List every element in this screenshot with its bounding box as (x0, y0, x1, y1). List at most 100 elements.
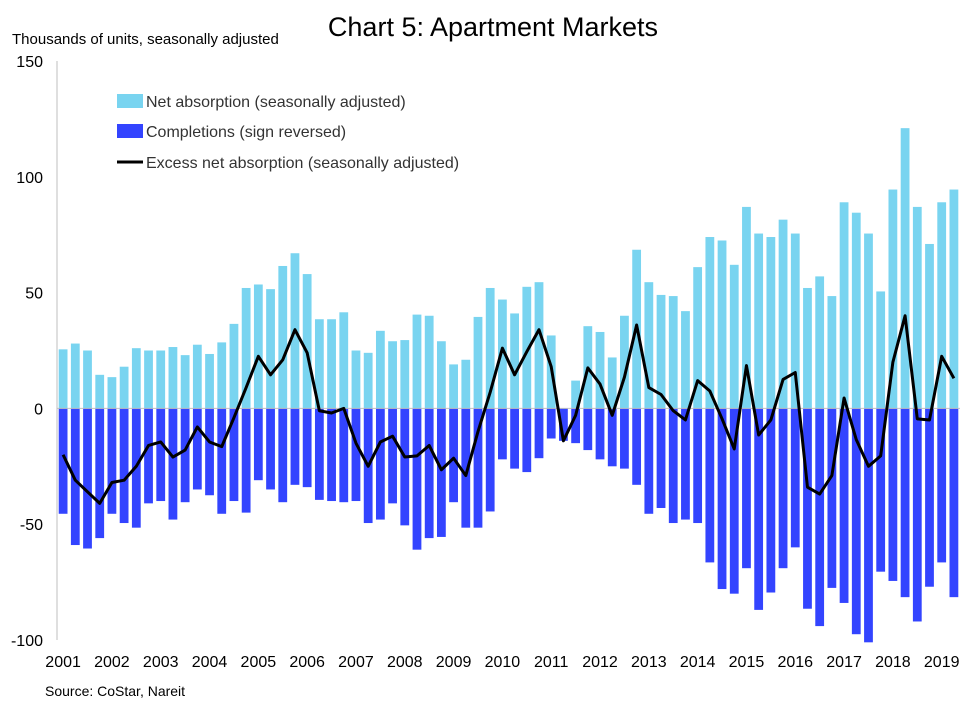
net-absorption-bar (485, 287, 495, 409)
net-absorption-bar (229, 323, 239, 409)
completions-bar (876, 408, 886, 572)
x-tick-label: 2009 (436, 654, 472, 671)
net-absorption-bar (400, 340, 410, 409)
net-absorption-bar (144, 350, 153, 409)
completions-bar (70, 408, 80, 546)
completions-bar (351, 408, 361, 502)
y-tick-label: -100 (11, 633, 43, 650)
completions-bar (205, 408, 214, 496)
completions-bar (375, 408, 385, 520)
net-absorption-bar (912, 206, 922, 409)
completions-bar (888, 408, 898, 581)
net-absorption-bar (375, 330, 385, 409)
completions-bar (790, 408, 800, 548)
completions-bar (473, 408, 483, 528)
net-absorption-bar (778, 219, 788, 409)
legend-swatch-completions (117, 124, 143, 138)
net-absorption-bar (168, 347, 178, 409)
y-tick-label: 100 (16, 170, 43, 187)
net-absorption-bar (314, 319, 324, 409)
completions-bar (644, 408, 654, 514)
legend-label-excess: Excess net absorption (seasonally adjust… (146, 155, 459, 172)
completions-bar (681, 408, 690, 520)
x-tick-label: 2001 (45, 654, 81, 671)
net-absorption-bar (742, 206, 751, 409)
completions-bar (522, 408, 532, 473)
completions-bar (717, 408, 727, 590)
completions-bar (534, 408, 544, 459)
net-absorption-bar (388, 341, 397, 409)
net-absorption-bar (83, 350, 92, 409)
completions-bar (400, 408, 410, 526)
completions-bar (95, 408, 105, 539)
net-absorption-bar (156, 350, 166, 409)
net-absorption-bar (241, 287, 251, 409)
completions-bar (668, 408, 678, 524)
net-absorption-bar (461, 359, 471, 409)
net-absorption-bar (510, 313, 519, 409)
y-tick-label: -50 (20, 517, 43, 534)
completions-bar (925, 408, 934, 587)
completions-bar (607, 408, 617, 467)
completions-bar (912, 408, 922, 622)
completions-bar (388, 408, 397, 504)
completions-bar (327, 408, 336, 502)
net-absorption-bar (534, 282, 544, 409)
net-absorption-bar (95, 374, 105, 409)
completions-bar (498, 408, 507, 460)
completions-bar (290, 408, 300, 485)
completions-bars (58, 408, 959, 643)
net-absorption-bar (339, 312, 349, 409)
net-absorption-bar (705, 237, 715, 409)
x-tick-label: 2004 (192, 654, 228, 671)
x-tick-label: 2005 (241, 654, 277, 671)
completions-bar (620, 408, 629, 469)
net-absorption-bar (180, 355, 190, 409)
legend-label-completions: Completions (sign reversed) (146, 124, 346, 141)
x-tick-label: 2003 (143, 654, 179, 671)
completions-bar (729, 408, 739, 594)
completions-bar (229, 408, 239, 502)
completions-bar (83, 408, 92, 549)
completions-bar (754, 408, 764, 610)
net-absorption-bar (424, 315, 434, 409)
completions-bar (546, 408, 556, 439)
x-tick-label: 2011 (534, 654, 569, 671)
net-absorption-bar (595, 331, 605, 409)
completions-bar (742, 408, 751, 569)
completions-bar (851, 408, 861, 635)
net-absorption-bar (571, 380, 581, 409)
net-absorption-bar (266, 289, 275, 409)
completions-bar (583, 408, 593, 451)
net-absorption-bar (656, 294, 666, 409)
completions-bar (412, 408, 422, 550)
net-absorption-bar (864, 233, 873, 409)
completions-bar (180, 408, 190, 503)
net-absorption-bar (607, 357, 617, 409)
y-tick-label: 0 (34, 401, 43, 418)
completions-bar (693, 408, 703, 524)
net-absorption-bar (815, 276, 825, 409)
net-absorption-bar (473, 316, 483, 409)
completions-bar (144, 408, 153, 504)
completions-bar (278, 408, 288, 503)
net-absorption-bar (851, 212, 861, 409)
y-tick-label: 50 (25, 286, 43, 303)
net-absorption-bar (70, 343, 80, 409)
legend: Net absorption (seasonally adjusted) Com… (117, 94, 459, 172)
x-tick-label: 2012 (582, 654, 618, 671)
x-tick-label: 2019 (924, 654, 960, 671)
x-tick-labels: 2001 2002 2003 2004 2005 2006 2007 2008 2009 2010… (45, 654, 959, 671)
net-absorption-bar (876, 291, 886, 409)
net-absorption-bar (131, 348, 141, 409)
completions-bar (217, 408, 227, 514)
x-tick-label: 2018 (875, 654, 911, 671)
net-absorption-bar (693, 267, 703, 409)
completions-bar (253, 408, 263, 481)
completions-bar (107, 408, 117, 514)
net-absorption-bar (766, 237, 776, 409)
completions-bar (705, 408, 715, 563)
chart-title: Chart 5: Apartment Markets (328, 12, 658, 42)
completions-bar (314, 408, 324, 500)
net-absorption-bar (363, 352, 373, 409)
